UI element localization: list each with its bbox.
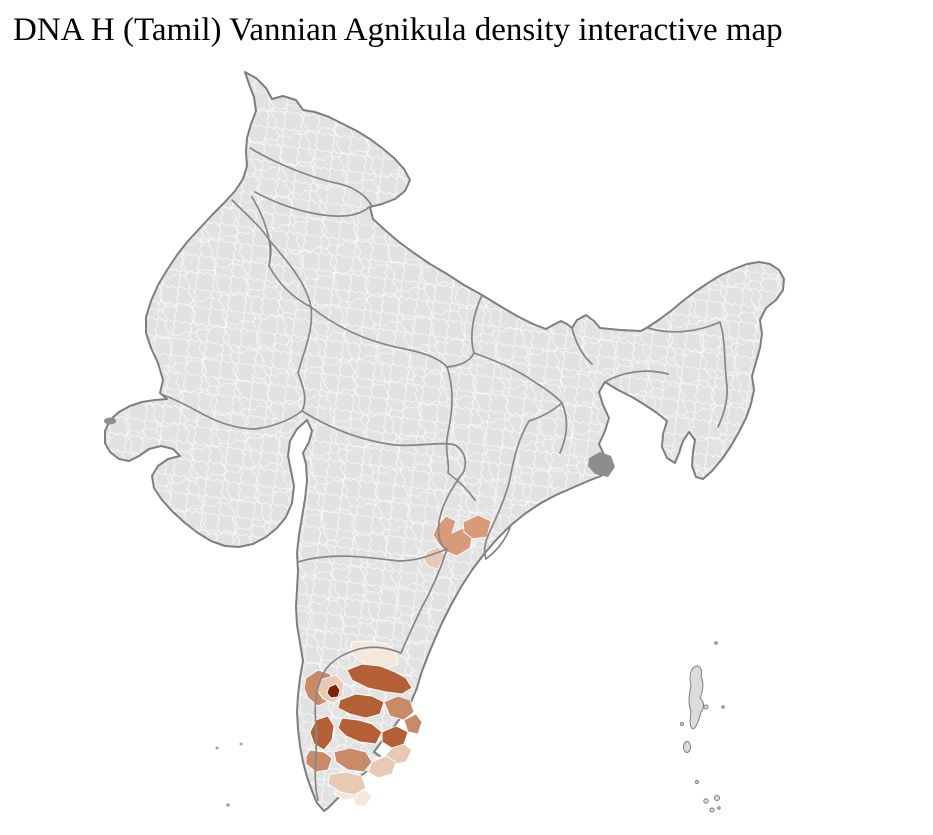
district-highlight-dark[interactable] [337,693,385,719]
district-highlight-dark[interactable] [346,663,413,695]
kutch-islet[interactable] [104,417,116,425]
district-highlight-medium[interactable] [403,713,423,735]
district-highlight-light[interactable] [327,771,367,796]
district-highlight-medium[interactable] [305,749,333,773]
district-highlight-dark[interactable] [337,717,383,745]
district-highlight-dark[interactable] [381,725,409,749]
state-borders [160,147,728,801]
district-highlight-medium[interactable] [383,695,415,721]
andaman-nicobar-islands[interactable] [680,641,725,813]
district-highlight-darkest[interactable] [326,683,341,699]
sundarbans-delta-patch[interactable] [588,452,615,477]
district-highlight-medium[interactable] [333,747,373,773]
district-highlight-light[interactable] [367,755,397,779]
page-title: DNA H (Tamil) Vannian Agnikula density i… [13,12,783,48]
lakshadweep-islands[interactable] [215,742,243,807]
